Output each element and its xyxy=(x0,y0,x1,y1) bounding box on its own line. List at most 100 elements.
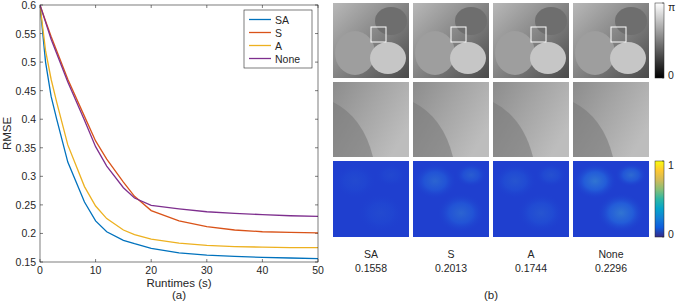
x-tick-label: 30 xyxy=(201,264,213,276)
method-panel xyxy=(573,3,649,237)
y-tick xyxy=(40,204,43,205)
colorbar xyxy=(655,161,664,237)
reconstruction-image xyxy=(333,3,409,78)
legend: SASANone xyxy=(244,10,312,68)
image-shape xyxy=(535,7,567,35)
figure: 010203040500.150.20.250.30.350.40.450.50… xyxy=(0,0,685,303)
error-blob xyxy=(615,163,647,187)
error-blob xyxy=(517,193,565,233)
series-line xyxy=(40,5,318,233)
error-blob xyxy=(493,163,537,199)
legend-swatch xyxy=(249,45,271,46)
image-shape xyxy=(610,42,646,74)
y-tick xyxy=(40,176,43,177)
reconstruction-image xyxy=(413,3,489,78)
error-blob xyxy=(357,193,405,233)
reconstruction-image xyxy=(493,3,569,78)
y-tick xyxy=(40,119,43,120)
x-tick xyxy=(95,259,96,262)
colorbar-tick-label: 1 xyxy=(668,159,674,171)
y-tick xyxy=(315,147,318,148)
error-map xyxy=(493,161,569,237)
y-axis-label: RMSE xyxy=(1,117,13,151)
colorbar xyxy=(655,3,664,78)
zoom-image xyxy=(493,82,569,157)
image-shape xyxy=(493,102,533,157)
y-tick xyxy=(315,119,318,120)
y-tick-label: 0.4 xyxy=(21,113,36,125)
y-tick xyxy=(315,204,318,205)
x-tick-label: 20 xyxy=(145,264,157,276)
error-blob xyxy=(455,163,487,187)
image-shape xyxy=(333,102,373,157)
legend-label: S xyxy=(275,27,282,39)
caption: (a) xyxy=(172,289,186,301)
y-tick xyxy=(40,90,43,91)
legend-swatch xyxy=(249,32,271,33)
series-group xyxy=(40,5,318,259)
error-blob xyxy=(437,193,485,233)
legend-label: None xyxy=(275,53,300,65)
image-shape xyxy=(455,7,487,35)
image-shape xyxy=(450,42,486,74)
y-tick-label: 0.5 xyxy=(21,56,36,68)
x-tick-label: 50 xyxy=(312,264,324,276)
y-tick xyxy=(315,33,318,34)
image-shape xyxy=(335,31,375,75)
method-panel xyxy=(493,3,569,237)
method-name: A xyxy=(527,248,534,260)
x-tick xyxy=(151,259,152,262)
error-map xyxy=(333,161,409,237)
method-rmse: 0.2013 xyxy=(435,262,467,274)
image-shape xyxy=(413,102,453,157)
method-name: S xyxy=(447,248,454,260)
image-shape xyxy=(573,102,613,157)
method-name: SA xyxy=(364,248,378,260)
y-tick-label: 0.25 xyxy=(16,199,37,211)
error-blob xyxy=(573,163,617,199)
image-shape xyxy=(375,7,407,35)
zoom-box xyxy=(371,27,386,42)
plot-area xyxy=(40,5,318,262)
colorbar-tick xyxy=(662,78,664,79)
x-tick xyxy=(262,259,263,262)
method-panel xyxy=(333,3,409,237)
y-tick xyxy=(315,62,318,63)
legend-label: A xyxy=(275,40,282,52)
y-tick-label: 0.2 xyxy=(21,227,36,239)
series-line xyxy=(40,5,318,248)
y-tick-label: 0.35 xyxy=(16,142,37,154)
y-tick xyxy=(40,233,43,234)
method-rmse: 0.2296 xyxy=(595,262,627,274)
plot-frame xyxy=(40,5,318,262)
x-axis-label: Runtimes (s) xyxy=(146,277,211,289)
series-line xyxy=(40,5,318,216)
y-tick xyxy=(315,90,318,91)
error-blob xyxy=(333,163,377,199)
y-tick-label: 0.15 xyxy=(16,256,37,268)
x-tick xyxy=(206,5,207,8)
zoom-image xyxy=(333,82,409,157)
legend-swatch xyxy=(249,58,271,59)
zoom-box xyxy=(451,27,466,42)
x-tick-label: 10 xyxy=(90,264,102,276)
error-blob xyxy=(535,163,567,187)
error-blob xyxy=(413,163,457,199)
colorbar-tick xyxy=(662,161,664,162)
colorbar-tick-label: π xyxy=(668,1,675,13)
y-tick xyxy=(40,147,43,148)
y-tick-label: 0.3 xyxy=(21,170,36,182)
x-tick-label: 0 xyxy=(37,264,43,276)
colorbar-tick-label: 0 xyxy=(668,69,674,81)
zoom-box xyxy=(611,27,626,42)
y-tick-label: 0.6 xyxy=(21,0,36,11)
x-tick-label: 40 xyxy=(257,264,269,276)
method-rmse: 0.1744 xyxy=(515,262,547,274)
error-blob xyxy=(597,193,645,233)
reconstruction-image xyxy=(573,3,649,78)
colorbar-tick xyxy=(662,3,664,4)
legend-swatch xyxy=(249,19,271,20)
colorbar-tick-label: 0 xyxy=(668,228,674,240)
colorbar-tick xyxy=(662,237,664,238)
caption: (b) xyxy=(484,289,498,301)
